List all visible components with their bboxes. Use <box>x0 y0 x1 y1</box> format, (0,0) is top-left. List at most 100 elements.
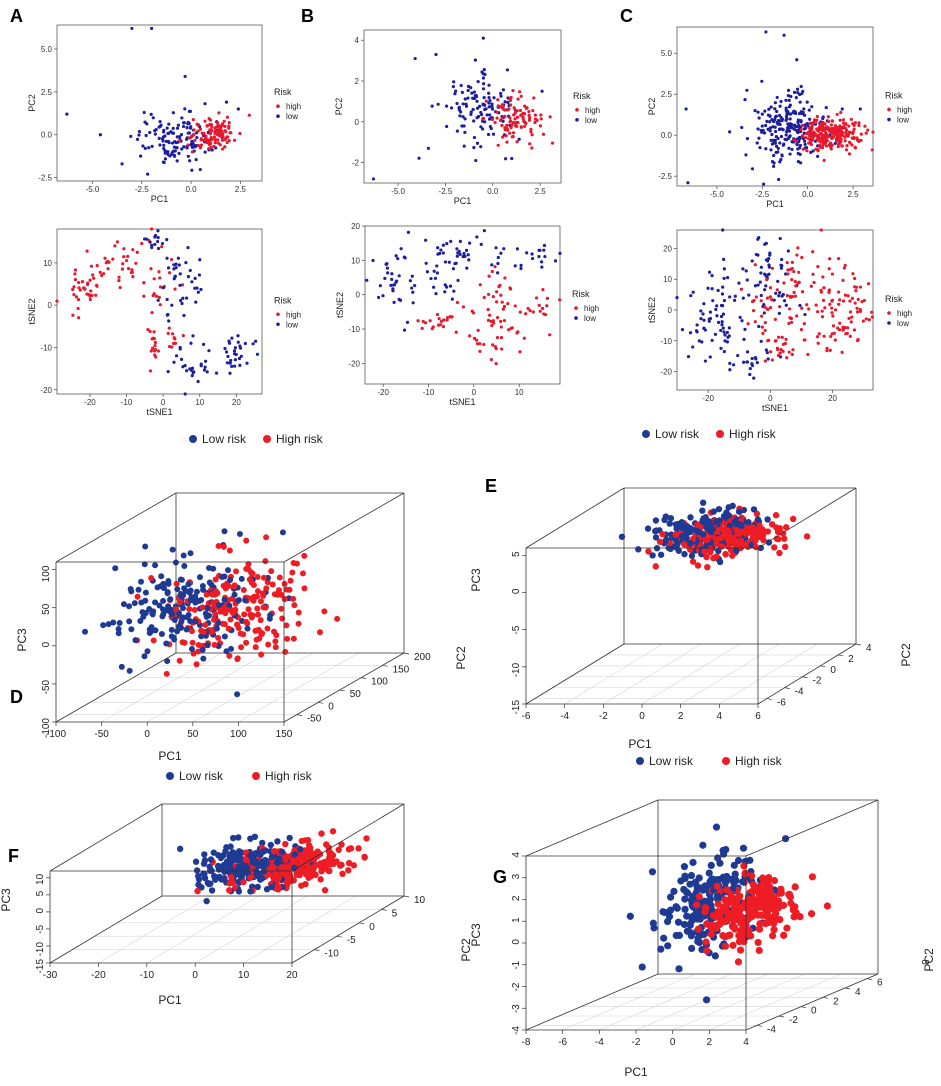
low-risk-point <box>776 146 780 151</box>
high-risk-point <box>305 846 312 854</box>
high-risk-point <box>421 319 425 324</box>
high-risk-point <box>837 290 841 294</box>
high-risk-point <box>790 320 794 324</box>
high-risk-point <box>819 288 823 292</box>
low-risk-point <box>711 952 719 960</box>
low-risk-point <box>699 309 703 313</box>
high-risk-point <box>496 316 500 320</box>
low-risk-point <box>170 303 174 307</box>
low-risk-point <box>778 141 782 145</box>
low-risk-point <box>714 854 722 862</box>
high-risk-point <box>255 626 262 633</box>
high-risk-point <box>179 639 186 646</box>
low-risk-point <box>684 107 688 111</box>
high-risk-point <box>763 305 767 309</box>
high-risk-point <box>240 878 247 886</box>
low-risk-point <box>449 106 454 110</box>
high-risk-point <box>209 600 216 607</box>
low-risk-point <box>224 350 229 354</box>
high-risk-point <box>541 132 546 136</box>
x-axis-label: tSNE1 <box>146 407 172 417</box>
high-risk-point <box>806 130 811 134</box>
low-risk-point <box>779 266 783 270</box>
low-risk-point <box>741 296 745 300</box>
high-risk-point <box>476 328 480 333</box>
high-risk-point <box>209 145 213 149</box>
low-risk-point <box>190 145 195 149</box>
high-risk-point <box>703 553 710 561</box>
high-risk-point <box>345 859 353 867</box>
points-group <box>65 26 251 176</box>
low-risk-point <box>804 146 809 150</box>
high-risk-point <box>707 545 714 552</box>
high-risk-point <box>154 355 158 359</box>
low-risk-point <box>163 640 170 647</box>
y-tick-label: -10 <box>40 343 52 352</box>
high-risk-point <box>787 350 791 354</box>
high-risk-point <box>290 635 297 642</box>
low-risk-point <box>210 148 214 152</box>
low-risk-point <box>722 276 726 280</box>
low-risk-point <box>129 134 133 138</box>
low-risk-point <box>791 111 795 115</box>
y-tick-label: -10 <box>348 325 360 334</box>
high-risk-point <box>199 143 204 147</box>
low-risk-point <box>680 863 689 871</box>
x-axis-label: PC1 <box>151 194 169 204</box>
high-risk-point <box>859 132 863 136</box>
high-risk-point <box>773 317 777 321</box>
low-risk-point <box>768 129 772 133</box>
low-risk-point <box>260 848 267 855</box>
low-risk-point <box>144 648 151 655</box>
high-risk-point <box>850 315 854 319</box>
high-risk-point <box>90 293 94 297</box>
high-risk-point <box>156 349 160 353</box>
low-risk-point <box>132 637 139 644</box>
low-risk-point <box>760 79 764 83</box>
low-risk-point <box>199 646 206 653</box>
high-risk-point <box>729 941 737 949</box>
low-risk-point <box>775 109 779 114</box>
low-risk-point <box>226 354 230 359</box>
low-risk-point <box>487 83 491 87</box>
high-risk-point <box>505 123 509 127</box>
low-risk-point <box>426 146 431 150</box>
points-group <box>82 528 341 698</box>
risk-legend-3d: Low risk High risk <box>166 769 313 783</box>
low-risk-point <box>542 243 547 248</box>
high-risk-point <box>240 586 247 593</box>
high-risk-point <box>518 310 522 314</box>
grid-line <box>672 973 805 1031</box>
high-risk-point <box>242 856 250 863</box>
y-tick-label: 20 <box>663 244 672 253</box>
low-risk-point <box>178 283 182 288</box>
y-tick-label: 4 <box>855 987 861 998</box>
low-risk-point <box>674 918 683 926</box>
low-risk-point <box>182 588 189 595</box>
low-risk-point <box>206 612 213 619</box>
low-risk-point <box>153 132 157 136</box>
y-tick-mark <box>403 652 410 655</box>
y-tick-label: 0 <box>668 306 673 315</box>
high-risk-point <box>533 113 537 117</box>
low-risk-point <box>167 319 171 323</box>
high-risk-point <box>495 300 499 304</box>
x-tick-label: 2.5 <box>235 185 247 194</box>
panels-layer: -5.0 -2.5 0.0 2.5-2.50.02.55.0PC1PC2Riskhig… <box>0 6 936 1079</box>
high-risk-point <box>508 287 513 291</box>
high-risk-point <box>741 928 749 936</box>
y-tick-label: 0.0 <box>41 131 53 140</box>
high-risk-point <box>855 310 860 314</box>
grid-line <box>243 895 356 964</box>
low-risk-point <box>471 107 475 112</box>
low-risk-point <box>788 117 792 121</box>
high-risk-point <box>491 295 495 299</box>
low-risk-point <box>778 160 782 164</box>
low-risk-point <box>213 625 220 632</box>
low-risk-point <box>664 942 672 950</box>
high-risk-point <box>115 240 119 244</box>
low-risk-point <box>186 245 190 250</box>
low-risk-point <box>764 123 768 128</box>
high-risk-point <box>752 537 759 545</box>
low-risk-point <box>695 911 703 920</box>
